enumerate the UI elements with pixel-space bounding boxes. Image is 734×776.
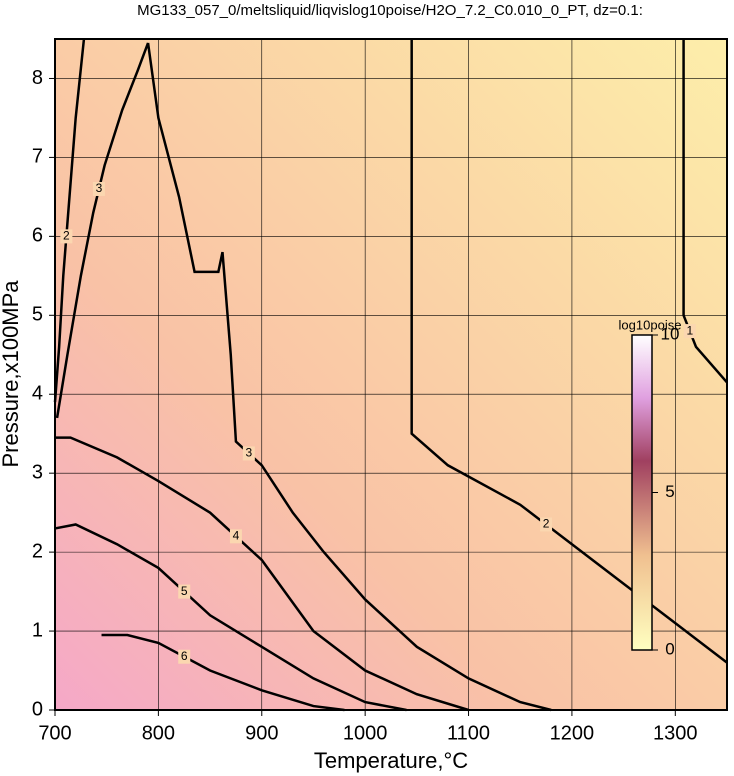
y-tick-label: 3 — [32, 461, 43, 483]
contour-label-bg — [229, 529, 242, 544]
chart-title: MG133_057_0/meltsliquid/liqvislog10poise… — [137, 2, 643, 19]
x-tick-label: 700 — [38, 722, 71, 744]
colorbar-tick-label: 0 — [665, 639, 674, 658]
contour-label-bg — [683, 324, 696, 339]
y-tick-label: 5 — [32, 304, 43, 326]
contour-label-bg — [92, 181, 105, 196]
colorbar-tick-label: 5 — [665, 482, 674, 501]
contour-label-bg — [242, 446, 255, 461]
y-tick-label: 1 — [32, 619, 43, 641]
contour-label-bg — [178, 649, 191, 664]
plot-background — [55, 39, 727, 710]
x-tick-label: 900 — [245, 722, 278, 744]
contour-label-bg — [540, 517, 553, 532]
contour-label: 2 — [63, 229, 70, 243]
contour-label: 5 — [181, 584, 188, 598]
colorbar-tick-label: 10 — [661, 324, 680, 343]
contour-line — [54, 523, 407, 712]
y-tick-label: 7 — [32, 146, 43, 168]
y-tick-label: 0 — [32, 698, 43, 720]
contour-label-bg — [60, 229, 73, 244]
contour-label: 3 — [246, 446, 253, 460]
contour-label: 6 — [181, 649, 188, 663]
y-tick-label: 6 — [32, 225, 43, 247]
x-axis-label: Temperature,°C — [314, 748, 468, 773]
contour-label-bg — [178, 584, 191, 599]
contour-label: 2 — [543, 517, 550, 531]
x-tick-label: 800 — [142, 722, 175, 744]
contour-line — [101, 633, 345, 712]
x-tick-label: 1000 — [343, 722, 388, 744]
contour-label: 1 — [686, 323, 693, 337]
x-tick-label: 1200 — [550, 722, 595, 744]
y-tick-label: 8 — [32, 67, 43, 89]
y-tick-label: 2 — [32, 540, 43, 562]
colorbar — [631, 334, 653, 651]
colorbar-label: log10poise — [619, 317, 682, 332]
y-axis-label: Pressure,x100MPa — [0, 280, 23, 468]
frame — [54, 38, 728, 711]
x-tick-label: 1100 — [447, 722, 490, 744]
contour-label: 4 — [233, 529, 240, 543]
x-tick-label: 1300 — [653, 722, 698, 744]
contour-label: 3 — [96, 181, 103, 195]
y-tick-label: 4 — [32, 383, 43, 405]
